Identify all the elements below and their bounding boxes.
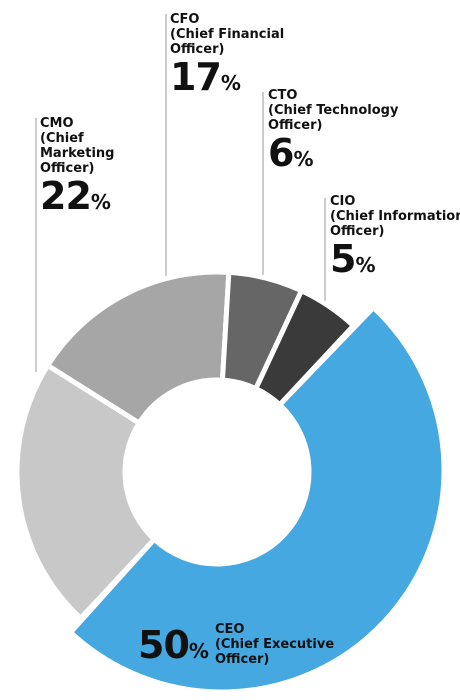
label: CMO (Chief Marketing Officer) 22%	[40, 116, 114, 222]
unit: %	[293, 147, 314, 171]
wedge	[44, 269, 232, 427]
unit: %	[355, 253, 376, 277]
category-label: CFO	[170, 12, 200, 27]
wedge	[14, 361, 158, 622]
value-label: 17%	[170, 55, 241, 99]
value-label: 50%	[138, 623, 209, 667]
category-label: CMO	[40, 116, 74, 131]
label-text: CEO (Chief Executive Officer)	[215, 622, 335, 671]
unit: %	[220, 71, 241, 95]
category-full-name: (Chief Marketing Officer)	[40, 131, 115, 176]
value-label: 22%	[40, 174, 111, 218]
category-label: CEO	[214, 622, 245, 637]
value-label: 6%	[268, 131, 314, 175]
category-full-name: (Chief Financial Officer)	[170, 27, 285, 57]
unit: %	[90, 190, 111, 214]
unit: %	[188, 639, 209, 663]
wedge	[67, 304, 447, 695]
wedge	[252, 287, 357, 409]
label: CTO (Chief Technology Officer) 6%	[268, 88, 403, 179]
label: 50% CEO (Chief Executive Officer)	[138, 622, 368, 671]
category-full-name: (Chief Technology Officer)	[268, 103, 399, 133]
value-label: 5%	[330, 237, 376, 281]
label: CFO (Chief Financial Officer) 17%	[170, 12, 288, 103]
category-label: CIO	[330, 194, 356, 209]
category-full-name: (Chief Executive Officer)	[214, 637, 335, 667]
category-full-name: (Chief Information Officer)	[330, 209, 460, 239]
category-label: CTO	[268, 88, 298, 103]
label: CIO (Chief Information Officer) 5%	[330, 194, 460, 285]
